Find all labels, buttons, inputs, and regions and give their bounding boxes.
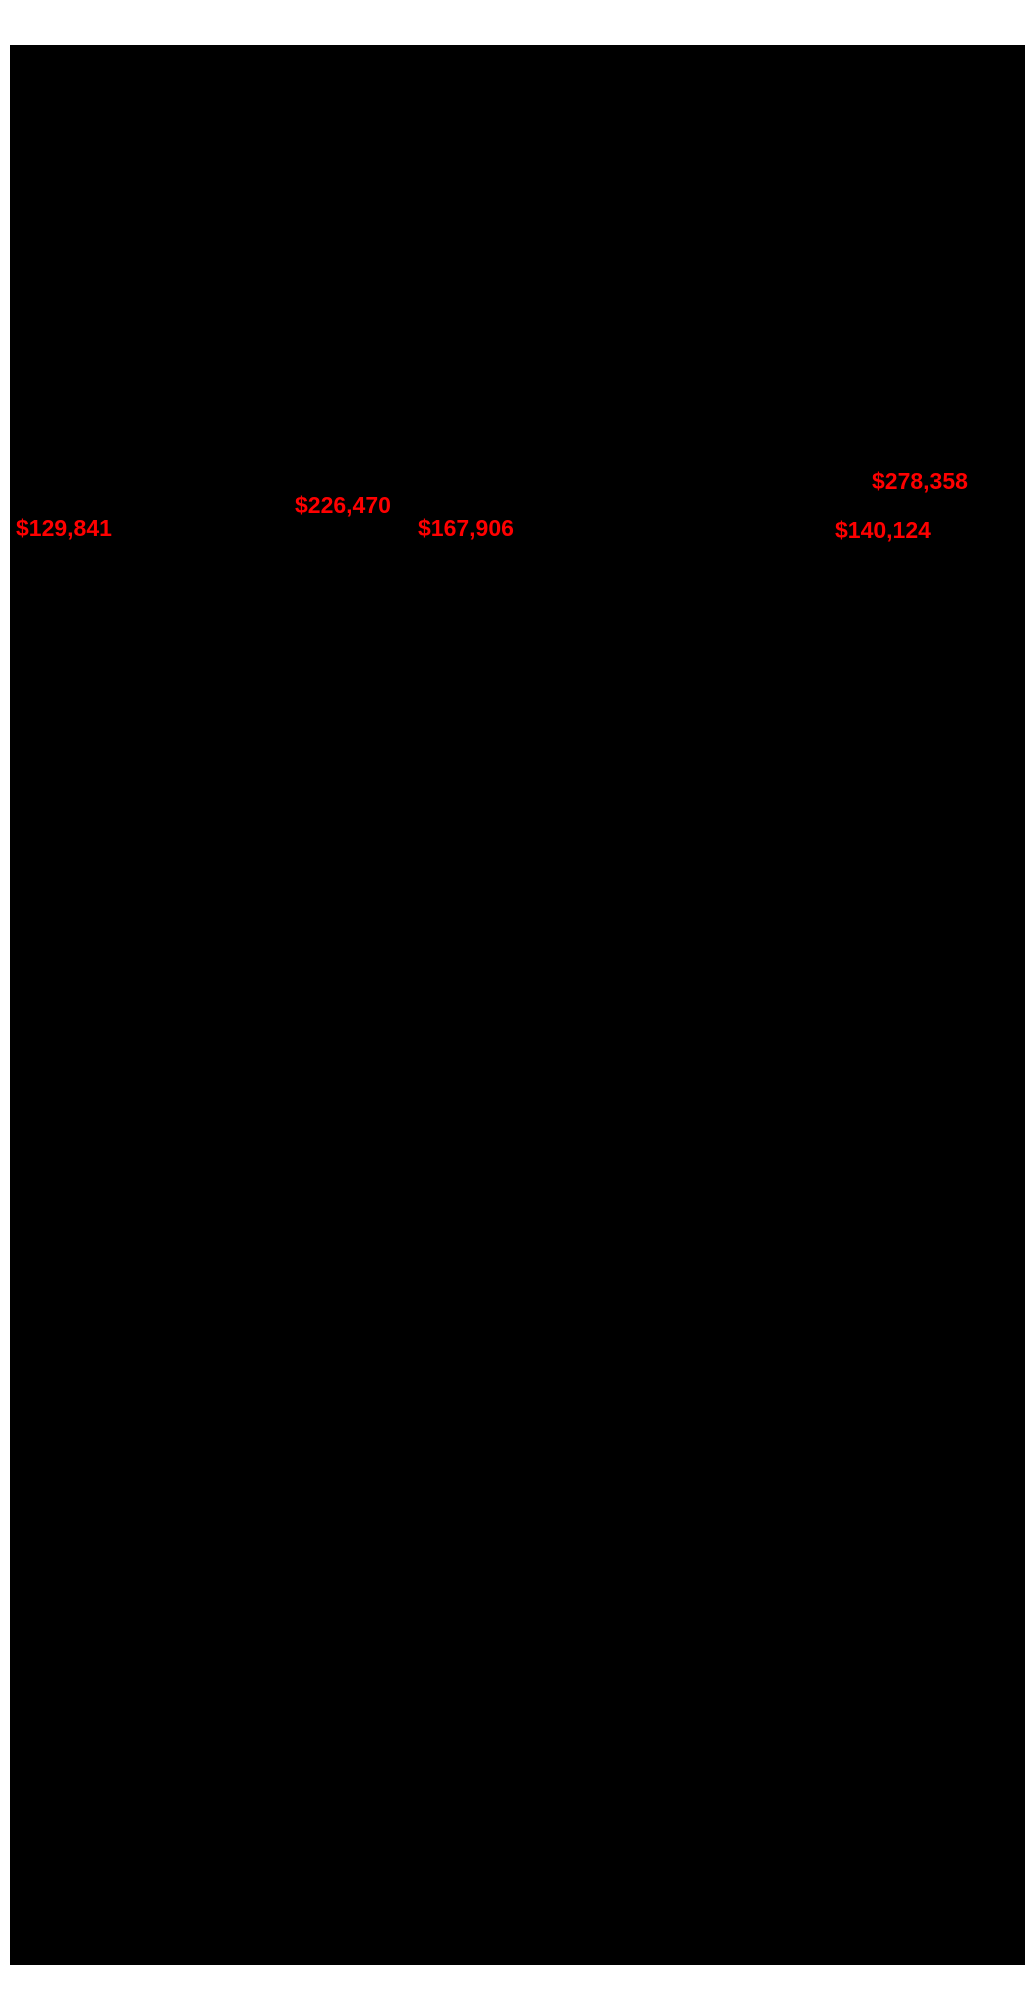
price-label: $140,124 bbox=[835, 517, 931, 543]
price-label: $226,470 bbox=[295, 492, 391, 518]
price-label: $167,906 bbox=[418, 515, 514, 541]
screenshot-black-canvas: $129,841 $226,470 $167,906 $278,358 $140… bbox=[10, 45, 1025, 1965]
price-label: $278,358 bbox=[872, 468, 968, 494]
price-label: $129,841 bbox=[16, 515, 112, 541]
